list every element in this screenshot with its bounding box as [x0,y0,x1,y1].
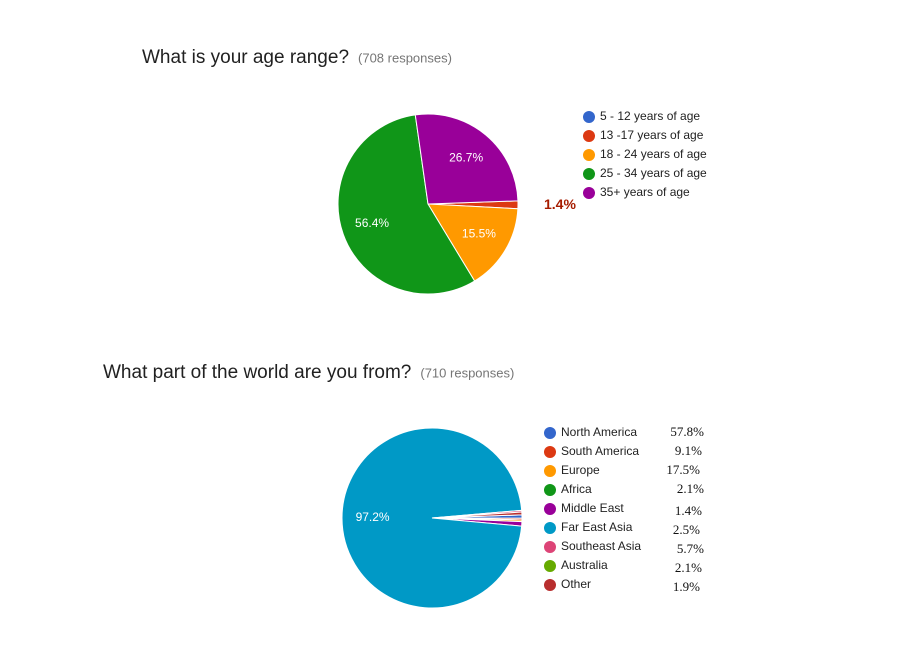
legend-marker [544,484,556,496]
chart-title: What part of the world are you from? [103,362,411,383]
legend-label: 18 - 24 years of age [600,147,707,161]
pie-slice [341,427,523,609]
legend-marker [544,446,556,458]
legend-label: Australia [561,558,608,572]
legend-marker [544,579,556,591]
legend-marker [583,130,595,142]
pie-slice [427,203,519,282]
legend-annotation: 2.5% [673,522,700,537]
pie-slice [431,511,523,519]
legend-marker [544,560,556,572]
slice-label: 97.2% [356,510,390,524]
legend-marker [583,187,595,199]
slice-label: 1.4% [544,196,576,212]
slice-label: 56.4% [355,216,389,230]
legend-label: Other [561,577,591,591]
legend-annotation: 57.8% [670,424,704,439]
legend-label: North America [561,425,637,439]
legend-marker [583,111,595,123]
legend-annotation: 5.7% [677,541,704,556]
legend-marker [544,465,556,477]
legend-label: 25 - 34 years of age [600,166,707,180]
legend-annotation: 1.9% [673,579,700,594]
legend-label: 13 -17 years of age [600,128,704,142]
legend-label: Southeast Asia [561,539,641,553]
legend-marker [544,541,556,553]
chart-title: What is your age range? [142,47,349,68]
chart-subtitle: (708 responses) [358,50,452,65]
legend-annotation: 9.1% [675,443,702,458]
legend-label: Europe [561,463,600,477]
legend-marker [544,503,556,515]
legend-label: 35+ years of age [600,185,690,199]
legend-annotation: 2.1% [675,560,702,575]
legend-marker [583,168,595,180]
legend-label: Africa [561,482,592,496]
legend-label: Far East Asia [561,520,633,534]
legend-label: 5 - 12 years of age [600,109,700,123]
pie-slice [414,113,519,205]
legend-marker [583,149,595,161]
pie-slice [337,114,476,295]
legend-label: Middle East [561,501,624,515]
slice-label: 26.7% [449,151,483,165]
legend-marker [544,522,556,534]
chart-subtitle: (710 responses) [420,365,514,380]
legend-annotation: 2.1% [677,481,704,496]
slice-label: 15.5% [462,227,496,241]
legend-marker [544,427,556,439]
legend-annotation: 17.5% [666,462,700,477]
legend-label: South America [561,444,639,458]
legend-annotation: 1.4% [675,503,702,518]
